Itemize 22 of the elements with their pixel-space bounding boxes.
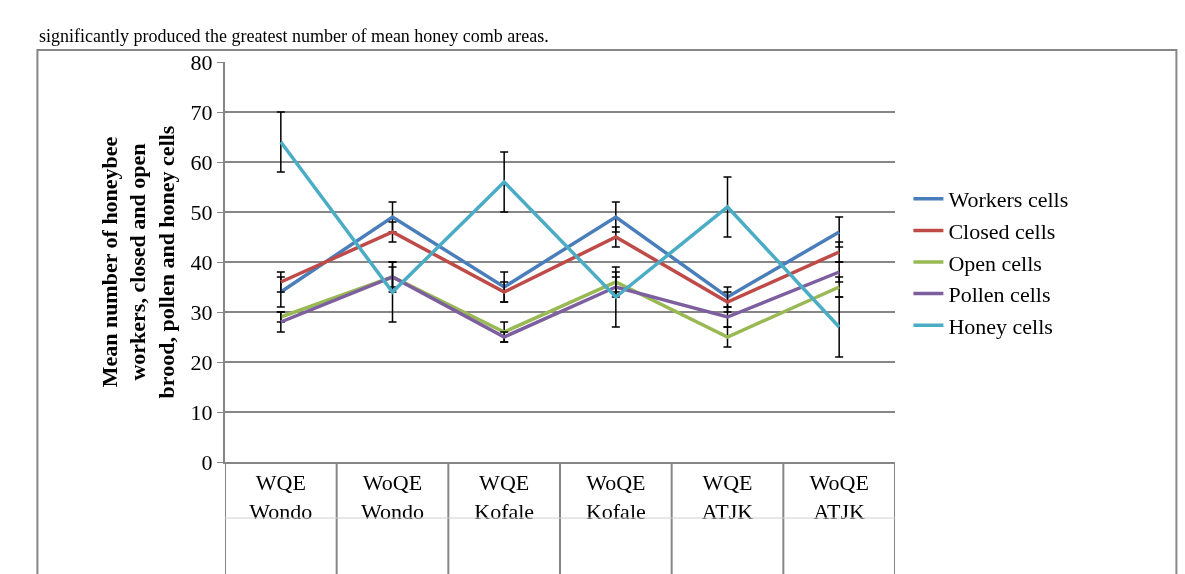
y-tick-label: 60 — [190, 149, 213, 175]
y-tick-label: 0 — [201, 449, 213, 475]
legend-label: Open cells — [948, 250, 1042, 276]
x-tick-label: WoQE Kofale — [585, 470, 646, 524]
y-axis-title: Mean number of honeybee workers, closed and open brood, pollen and honey cells — [96, 125, 179, 399]
y-tick-label: 10 — [190, 399, 213, 425]
x-tick-label: WQE Wondo — [249, 470, 313, 524]
text: significantly produced the greatest number of mean honey comb areas. — [39, 26, 549, 46]
legend-label: Closed cells — [948, 218, 1056, 244]
x-tick-label: WQE ATJK — [701, 470, 754, 524]
x-tick-label: WoQE Wondo — [360, 470, 425, 524]
x-tick-label: WoQE ATJK — [809, 470, 869, 524]
y-tick-label: 30 — [190, 299, 213, 325]
y-tick-label: 40 — [190, 249, 213, 275]
y-tick-label: 20 — [190, 349, 213, 375]
legend-label: Workers cells — [948, 187, 1069, 213]
y-tick-label: 80 — [190, 49, 213, 75]
y-tick-label: 50 — [190, 199, 213, 225]
y-tick-label: 70 — [190, 99, 213, 125]
legend-label: Honey cells — [948, 313, 1053, 339]
legend-label: Pollen cells — [948, 282, 1051, 308]
x-tick-label: WQE Kofale — [474, 470, 535, 524]
